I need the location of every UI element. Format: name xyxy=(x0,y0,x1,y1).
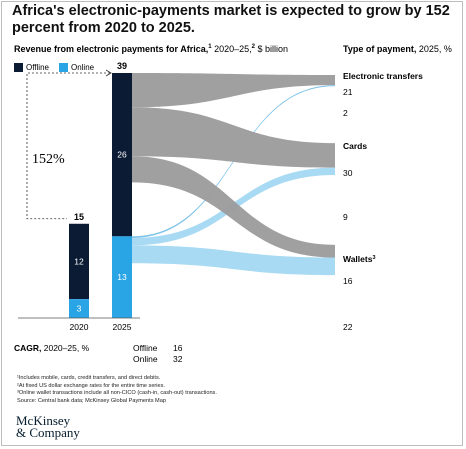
type-share-electronic-transfers-offline: 21 xyxy=(343,87,353,97)
type-share-wallets-online: 22 xyxy=(343,322,353,332)
bar-2025-offline xyxy=(112,73,132,237)
flow-offline-wallets xyxy=(132,156,335,258)
bar-2020-online xyxy=(69,299,89,318)
logo-line-2: & Company xyxy=(16,425,80,440)
type-label-cards: Cards xyxy=(343,141,367,151)
flow-online-wallets xyxy=(132,245,335,276)
growth-annotation: 152% xyxy=(32,152,65,167)
bar-label-2025-online: 13 xyxy=(117,272,127,282)
bar-total-2020: 15 xyxy=(74,212,84,222)
cagr-row-online: Online 32 xyxy=(133,354,182,364)
flow-offline-cards xyxy=(132,107,335,168)
type-share-electronic-transfers-online: 2 xyxy=(343,108,348,118)
bar-label-2020-online: 3 xyxy=(77,304,82,314)
footnote-source: Source: Central bank data; McKinsey Glob… xyxy=(17,397,166,404)
type-label-wallets: Wallets3 xyxy=(343,254,376,264)
legend-label-offline: Offline xyxy=(26,63,49,72)
bar-2025-online xyxy=(112,236,132,318)
flow-offline-electronic-transfers xyxy=(132,73,335,108)
legend-item-offline: Offline xyxy=(14,63,49,72)
mckinsey-logo: McKinsey & Company xyxy=(16,413,80,440)
type-share-wallets-offline: 16 xyxy=(343,276,353,286)
cagr-label-online: Online xyxy=(133,354,158,364)
legend-swatch-offline xyxy=(14,63,23,72)
cagr-value-offline: 16 xyxy=(173,343,183,353)
footnotes: ¹Includes mobile, cards, credit transfer… xyxy=(17,375,217,405)
logo-line-1: McKinsey xyxy=(16,413,71,428)
legend-swatch-online xyxy=(58,63,68,72)
legend: Offline Online xyxy=(14,63,104,72)
bar-2020-offline xyxy=(69,223,89,300)
type-share-cards-online: 9 xyxy=(343,212,348,222)
right-subtitle: Type of payment, 2025, % xyxy=(343,44,452,54)
legend-label-online: Online xyxy=(70,63,95,72)
left-subtitle: Revenue from electronic payments for Afr… xyxy=(14,44,288,54)
chart-title: Africa's electronic-payments market is e… xyxy=(12,3,450,36)
bar-label-2020-offline: 12 xyxy=(74,256,84,266)
x-tick-2020: 2020 xyxy=(70,322,89,332)
cagr-value-online: 32 xyxy=(173,354,183,364)
footnote-2: ²At fixed US dollar exchange rates for t… xyxy=(17,382,165,389)
bar-label-2025-offline: 26 xyxy=(117,150,127,160)
footnote-1: ¹Includes mobile, cards, credit transfer… xyxy=(17,375,161,381)
x-tick-2025: 2025 xyxy=(113,322,132,332)
growth-bracket xyxy=(26,72,110,220)
footnote-3: ³Online wallet transactions include all … xyxy=(17,390,217,397)
growth-arrowhead xyxy=(105,69,112,77)
legend-item-online: Online xyxy=(58,63,95,72)
type-label-electronic-transfers: Electronic transfers xyxy=(343,71,423,81)
cagr-row-offline: Offline 16 xyxy=(133,343,182,353)
bar-total-2025: 39 xyxy=(117,61,127,71)
cagr-label-offline: Offline xyxy=(133,343,158,353)
cagr-title: CAGR, 2020–25, % xyxy=(14,343,90,353)
type-share-cards-offline: 30 xyxy=(343,168,353,178)
